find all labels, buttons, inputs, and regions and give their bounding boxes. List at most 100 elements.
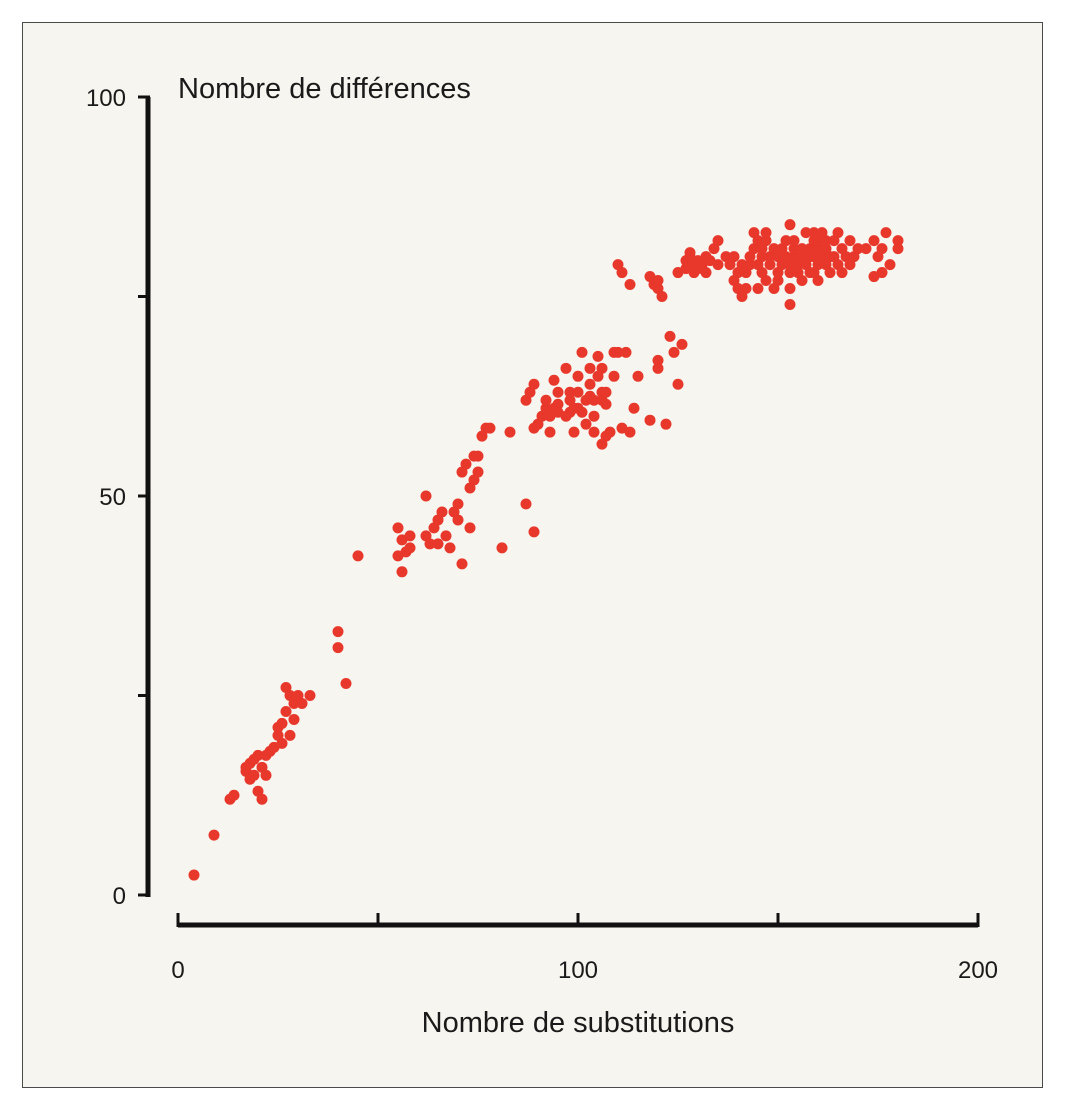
data-point	[628, 402, 640, 414]
data-point	[432, 538, 444, 550]
data-point	[784, 267, 796, 279]
data-point	[712, 235, 724, 247]
data-point	[660, 418, 672, 430]
data-point	[504, 426, 516, 438]
data-point	[892, 243, 904, 255]
data-point	[452, 514, 464, 526]
data-point	[280, 705, 292, 717]
data-point	[484, 422, 496, 434]
data-point	[572, 386, 584, 398]
data-point	[868, 235, 880, 247]
data-point	[248, 769, 260, 781]
data-point	[440, 530, 452, 542]
data-point	[780, 235, 792, 247]
data-point	[460, 458, 472, 470]
data-point	[424, 538, 436, 550]
data-point	[260, 769, 272, 781]
data-point	[576, 346, 588, 358]
y-tick-label: 0	[113, 883, 126, 910]
data-point	[580, 418, 592, 430]
data-point	[540, 394, 552, 406]
data-point	[564, 386, 576, 398]
data-point	[304, 690, 316, 701]
data-point	[820, 235, 832, 247]
data-point	[600, 398, 612, 410]
data-point	[284, 729, 296, 741]
data-point	[892, 235, 904, 247]
data-point	[764, 259, 776, 271]
data-point	[656, 291, 668, 302]
data-point	[588, 394, 600, 406]
data-point	[188, 869, 200, 881]
data-point	[852, 243, 864, 255]
data-point	[760, 235, 772, 247]
data-point	[876, 267, 888, 279]
data-point	[788, 235, 800, 247]
data-point	[256, 793, 268, 805]
data-point	[624, 426, 636, 438]
data-point	[588, 426, 600, 438]
data-point	[252, 749, 264, 761]
data-point	[600, 386, 612, 398]
data-point	[744, 259, 756, 271]
data-point	[332, 626, 344, 638]
data-point	[752, 283, 764, 295]
data-point	[528, 378, 540, 390]
data-point	[404, 530, 416, 542]
data-point	[496, 542, 508, 554]
data-point	[788, 243, 800, 255]
data-point	[608, 370, 620, 382]
data-point	[208, 829, 220, 841]
data-point	[472, 450, 484, 462]
data-point	[592, 350, 604, 362]
data-point	[456, 558, 468, 570]
data-point	[340, 678, 352, 690]
data-point	[756, 251, 768, 263]
data-point	[832, 227, 844, 239]
data-point	[876, 243, 888, 255]
data-point	[652, 354, 664, 366]
data-point	[520, 498, 532, 510]
data-point	[700, 267, 712, 279]
data-point	[352, 550, 364, 562]
data-point	[436, 506, 448, 518]
data-point	[860, 243, 872, 255]
data-point	[584, 378, 596, 390]
data-point	[672, 378, 684, 390]
data-point	[796, 275, 808, 287]
data-point	[784, 298, 796, 310]
x-axis-ticks: 0 100 200	[171, 913, 998, 984]
y-tick-label: 50	[99, 484, 126, 511]
data-point	[800, 227, 812, 239]
data-point	[584, 362, 596, 374]
data-point	[572, 370, 584, 382]
data-point	[652, 275, 664, 287]
data-point	[824, 267, 836, 279]
y-tick-label: 100	[86, 85, 126, 112]
data-point	[276, 737, 288, 749]
chart-frame	[22, 22, 1043, 1088]
data-point	[784, 219, 796, 231]
data-point	[676, 338, 688, 350]
data-point	[444, 542, 456, 554]
data-point	[404, 542, 416, 554]
data-point	[604, 426, 616, 438]
data-point	[712, 259, 724, 271]
data-point	[664, 330, 676, 342]
data-point	[420, 490, 432, 502]
data-point	[812, 275, 824, 287]
data-point	[624, 279, 636, 291]
data-point	[612, 346, 624, 358]
x-axis-label: Nombre de substitutions	[422, 1007, 735, 1039]
data-point	[588, 410, 600, 422]
x-tick-label: 100	[558, 957, 598, 984]
data-point	[228, 789, 240, 801]
data-point	[288, 713, 300, 725]
data-point	[552, 398, 564, 410]
x-tick-label: 0	[171, 957, 184, 984]
data-point	[392, 522, 404, 534]
y-axis-label: Nombre de différences	[178, 73, 471, 105]
data-point	[620, 346, 632, 358]
data-point	[684, 247, 696, 259]
